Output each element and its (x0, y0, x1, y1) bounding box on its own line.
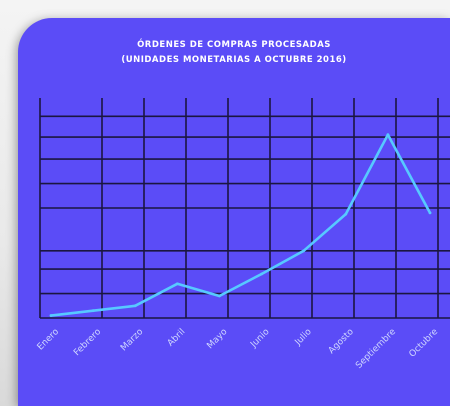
x-tick-label: Julio (293, 327, 314, 348)
x-tick-label: Agosto (327, 327, 356, 356)
series-line (49, 133, 432, 317)
data-point (302, 249, 306, 253)
data-point (175, 282, 179, 286)
chart-subtitle: (UNIDADES MONETARIAS A OCTUBRE 2016) (121, 55, 347, 65)
x-tick-label: Junio (248, 327, 272, 351)
x-tick-label: Febrero (72, 327, 103, 358)
data-point (386, 133, 390, 137)
chart-title-block: ÓRDENES DE COMPRAS PROCESADAS (UNIDADES … (18, 38, 450, 68)
data-point (49, 314, 53, 317)
x-tick-label: Septiembre (354, 327, 398, 371)
data-point (260, 272, 263, 276)
data-point (133, 304, 137, 308)
data-point (91, 309, 95, 313)
data-point (428, 211, 432, 215)
x-tick-label: Octubre (408, 327, 441, 360)
chart-panel: ÓRDENES DE COMPRAS PROCESADAS (UNIDADES … (18, 18, 450, 406)
data-point (218, 294, 221, 298)
chart-title: ÓRDENES DE COMPRAS PROCESADAS (137, 40, 331, 50)
x-tick-label: Mayo (205, 327, 229, 351)
x-tick-label: Abril (166, 327, 188, 349)
data-point (344, 212, 348, 216)
line-chart: Enero Febrero Marzo Abril Mayo Junio Julio Agos… (36, 98, 450, 371)
x-tick-label: Enero (36, 327, 62, 353)
x-tick-label: Marzo (119, 327, 146, 354)
